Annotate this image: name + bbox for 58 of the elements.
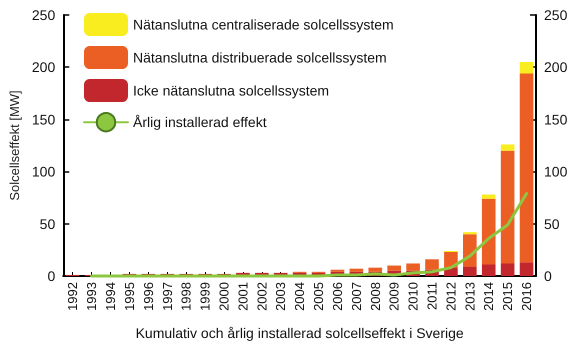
y-tick-label: 250 (32, 7, 56, 23)
x-tick-label: 2002 (254, 282, 270, 311)
bar (500, 263, 514, 276)
y-tick-label: 0 (47, 268, 56, 284)
x-tick-label: 1997 (160, 282, 175, 311)
x-tick-label: 2014 (481, 282, 496, 311)
y2-tick-label: 0 (544, 268, 552, 284)
y-tick-label: 150 (32, 111, 56, 128)
legend-label: Årlig installerad effekt (133, 114, 267, 130)
x-tick-label: 2008 (368, 282, 383, 311)
x-tick-label: 2010 (406, 282, 421, 311)
legend-label: Nätanslutna centraliserade solcellssystem (133, 16, 394, 32)
bar (406, 263, 420, 271)
bar (482, 194, 496, 199)
y-tick-label: 50 (40, 216, 56, 232)
bar (368, 268, 382, 272)
bar (350, 268, 364, 272)
bar (387, 266, 401, 271)
x-tick-label: 1992 (65, 282, 80, 311)
bar (500, 144, 514, 151)
x-tick-label: 2007 (348, 282, 364, 311)
x-tick-label: 2012 (443, 282, 458, 311)
y-axis-title: Solcellseffekt [MW] (7, 90, 22, 201)
x-tick-label: 1996 (140, 282, 156, 311)
bar (482, 264, 496, 276)
x-axis-title: Kumulativ och årlig installerad solcellseffekt i Sverige (136, 325, 464, 341)
x-tick-label: 2015 (500, 282, 516, 311)
y-tick-label: 100 (32, 164, 56, 180)
bar (425, 259, 439, 270)
y2-tick-label: 200 (544, 59, 568, 76)
x-tick-label: 2006 (330, 282, 345, 311)
bar (482, 198, 496, 265)
x-tick-label: 1998 (178, 282, 194, 311)
x-tick-label: 1995 (122, 282, 137, 311)
bar (463, 266, 477, 276)
y2-tick-label: 50 (544, 216, 560, 232)
y-tick-label: 200 (32, 59, 56, 76)
x-tick-label: 2016 (519, 282, 534, 311)
x-tick-label: 2011 (424, 282, 440, 310)
bar (520, 73, 534, 262)
legend-label: Nätanslutna distribuerade solcellssystem (133, 50, 387, 66)
y2-tick-label: 100 (544, 164, 568, 180)
x-tick-label: 1993 (84, 282, 100, 311)
bar (520, 62, 534, 74)
y2-tick-label: 150 (544, 111, 568, 128)
legend-label: Icke nätanslutna solcellssystem (133, 82, 330, 98)
x-tick-label: 2005 (311, 282, 326, 311)
x-tick-label: 2001 (235, 282, 250, 311)
x-tick-label: 2003 (273, 282, 288, 311)
x-tick-label: 2004 (292, 282, 308, 311)
bar (520, 262, 534, 276)
y2-tick-label: 250 (544, 7, 568, 23)
x-tick-label: 1999 (198, 282, 213, 311)
bar (500, 150, 514, 264)
x-tick-label: 2000 (216, 282, 232, 311)
x-tick-label: 2013 (462, 282, 478, 311)
x-tick-label: 1994 (103, 282, 118, 311)
x-tick-label: 2009 (386, 282, 402, 311)
